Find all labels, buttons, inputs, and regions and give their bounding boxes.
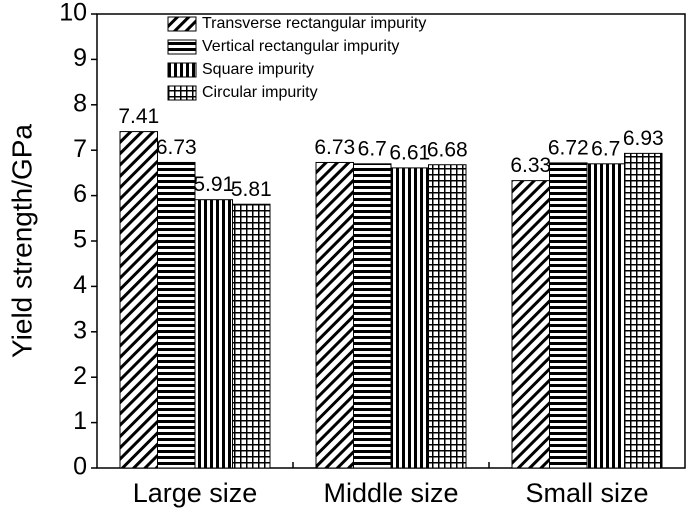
y-tick-label: 6 [73,180,87,208]
value-label: 6.68 [427,138,468,161]
legend-swatch [167,85,197,101]
x-tick-label: Large size [133,478,258,508]
y-tick-label: 1 [73,407,87,435]
y-tick-label: 2 [73,362,87,390]
value-label: 6.7 [358,137,387,160]
bar [232,203,271,469]
legend-swatch [167,62,197,78]
value-label: 6.93 [623,127,664,150]
y-tick-label: 10 [59,0,87,27]
value-label: 6.73 [156,136,197,159]
bar [194,199,233,469]
legend-label: Circular impurity [202,84,318,101]
value-label: 5.91 [193,173,234,196]
y-tick-label: 7 [73,135,87,163]
bar [157,161,196,469]
y-tick-label: 4 [73,271,87,299]
y-tick-label: 0 [73,453,87,481]
value-label: 6.33 [510,154,551,177]
bar [353,163,392,469]
legend-label: Transverse rectangular impurity [202,15,426,32]
x-tick-label: Middle size [323,478,458,508]
legend-label: Vertical rectangular impurity [202,38,399,55]
value-label: 6.73 [314,136,355,159]
y-tick-label: 5 [73,226,87,254]
bar [549,162,588,469]
value-label: 7.41 [118,105,159,128]
legend-swatch [167,39,197,55]
x-tick-label: Small size [525,478,648,508]
y-tick-label: 9 [73,44,87,72]
bar [315,161,354,469]
value-label: 5.81 [231,178,272,201]
y-axis-title: Yield strength/GPa [6,124,37,358]
value-label: 6.7 [591,137,620,160]
value-label: 6.72 [548,136,589,159]
bar [624,152,663,469]
y-tick-label: 3 [73,316,87,344]
bar [390,167,429,469]
legend-label: Square impurity [202,61,314,78]
bar [119,131,158,469]
y-tick-label: 8 [73,89,87,117]
bar [428,164,467,469]
bar [511,180,550,469]
legend-swatch [167,16,197,32]
value-label: 6.61 [389,141,430,164]
bar [586,163,625,469]
